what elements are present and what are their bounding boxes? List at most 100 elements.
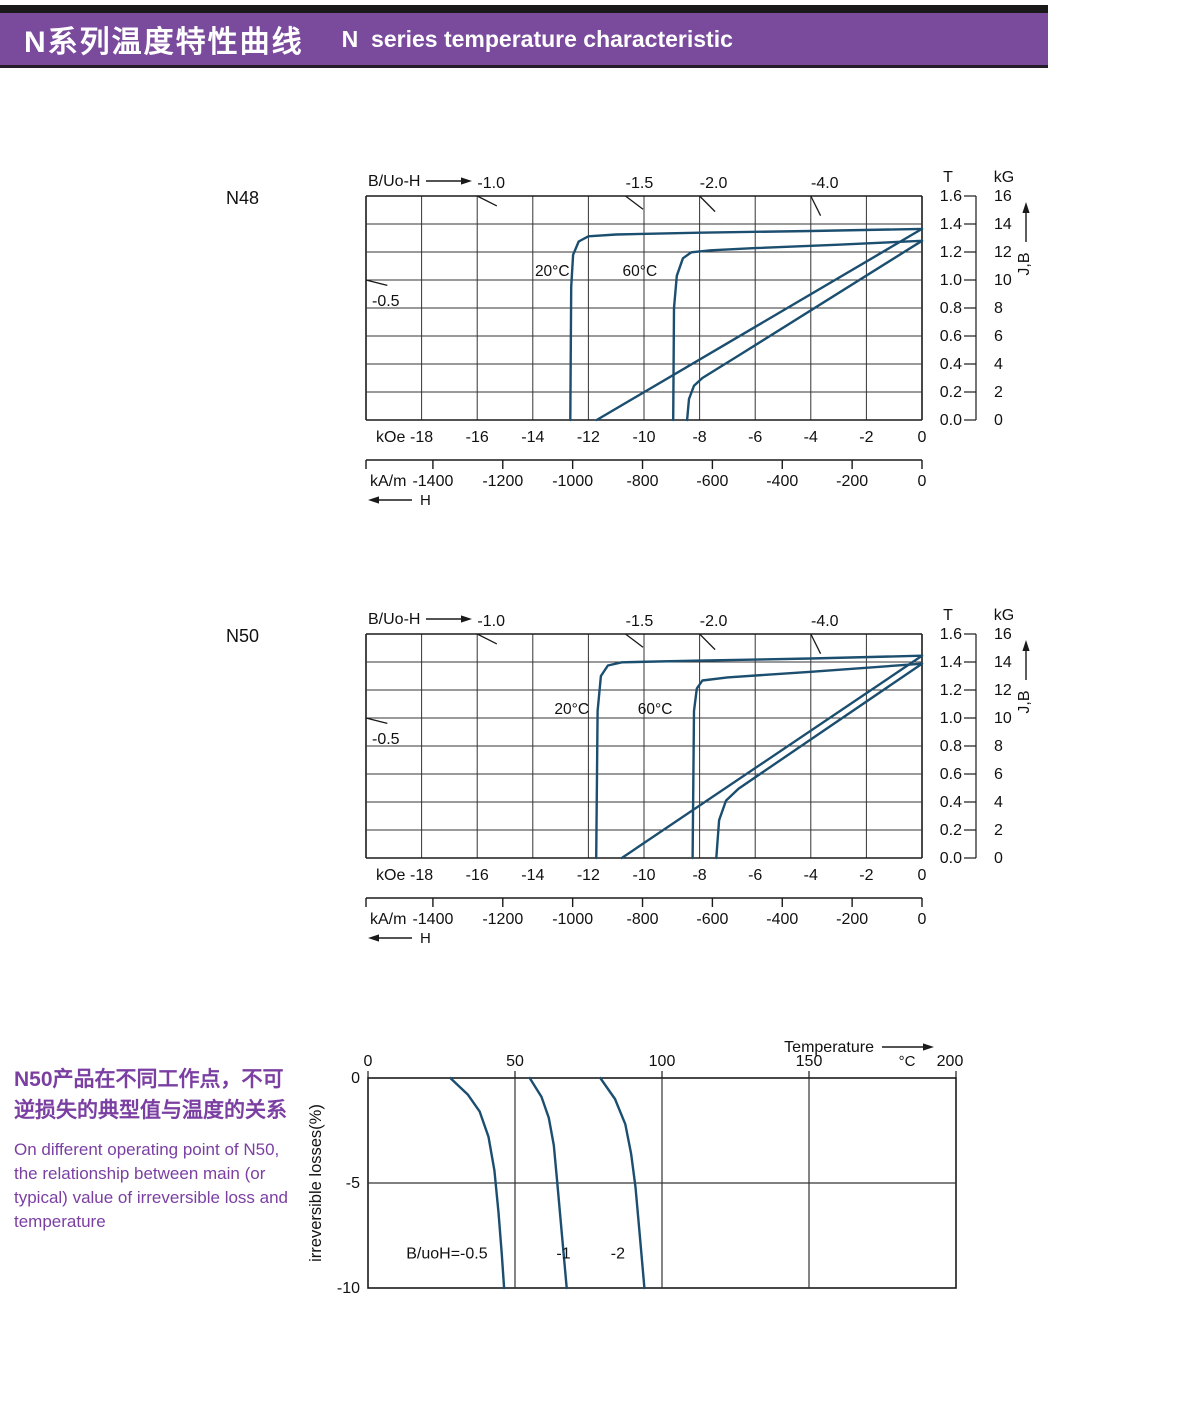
kg-tick-label: 2: [994, 384, 1003, 401]
load-line-label: -4.0: [811, 175, 839, 192]
loss-curve-label: -2: [611, 1246, 625, 1263]
loss-curve-label: -1: [556, 1246, 570, 1263]
t-unit-label: T: [943, 607, 953, 624]
koe-tick-label: -10: [632, 429, 655, 446]
kg-tick-label: 2: [994, 822, 1003, 839]
koe-tick-label: -16: [466, 867, 489, 884]
kam-tick-label: -800: [627, 473, 659, 490]
load-line-label: -1.5: [626, 613, 654, 630]
arrow-head: [1022, 202, 1030, 213]
kg-tick-label: 16: [994, 188, 1012, 205]
koe-tick-label: -12: [577, 867, 600, 884]
loss-tick-label: 0: [351, 1070, 360, 1087]
chart-title-n50: N50: [226, 626, 260, 646]
kam-tick-label: 0: [918, 911, 927, 928]
load-line-tick: [625, 633, 644, 648]
koe-tick-label: -2: [859, 429, 873, 446]
koe-tick-label: -6: [748, 867, 762, 884]
loss-curve--1: [528, 1076, 568, 1290]
loss-curve-label: B/uoH=-0.5: [406, 1246, 487, 1263]
page-title-english: N series temperature characteristic: [341, 25, 733, 52]
t-tick-label: 0.6: [940, 328, 962, 345]
kg-tick-label: 14: [994, 216, 1012, 233]
kam-tick-label: -1400: [412, 911, 453, 928]
t-tick-label: 0.0: [940, 412, 962, 429]
h-label: H: [420, 492, 431, 509]
load-line-tick: [810, 633, 822, 654]
kg-tick-label: 4: [994, 356, 1003, 373]
load-line-label: -0.5: [372, 731, 400, 748]
temperature-tick-label: 150: [796, 1053, 823, 1070]
load-line-tick: [625, 195, 644, 210]
t-tick-label: 0.8: [940, 300, 962, 317]
koe-tick-label: -16: [466, 429, 489, 446]
chart-title-n48: N48: [226, 188, 260, 208]
kam-tick-label: -800: [627, 911, 659, 928]
t-unit-label: T: [943, 169, 953, 186]
note-english-line4: temperature: [14, 1212, 106, 1231]
t-tick-label: 1.6: [940, 188, 962, 205]
note-chinese-line2: 逆损失的典型值与温度的关系: [14, 1099, 287, 1122]
b-uo-h-label: B/Uo-H: [368, 173, 420, 190]
loss-curve-b-uoh--0.5: [449, 1076, 506, 1290]
curve-b-20-c: [595, 227, 924, 422]
curve-j-60-c: [691, 662, 924, 860]
koe-tick-label: -4: [804, 429, 818, 446]
h-label: H: [420, 930, 431, 947]
load-line-label: -0.5: [372, 293, 400, 310]
page-title-chinese: N系列温度特性曲线: [24, 26, 304, 59]
t-tick-label: 0.4: [940, 356, 962, 373]
load-line-tick: [810, 195, 822, 216]
temperature-axis-label: Temperature: [784, 1039, 874, 1056]
b-uo-h-label: B/Uo-H: [368, 611, 420, 628]
temperature-annotation: 20°C: [535, 263, 570, 280]
arrow-head: [923, 1043, 934, 1051]
note-english-line3: typical) value of irreversible loss and: [14, 1188, 289, 1207]
n50-loss-note: N50产品在不同工作点，不可 逆损失的典型值与温度的关系 On differen…: [14, 1064, 324, 1234]
koe-tick-label: -14: [521, 429, 544, 446]
t-tick-label: 0.2: [940, 384, 962, 401]
kg-tick-label: 10: [994, 710, 1012, 727]
koe-tick-label: -8: [692, 429, 706, 446]
kg-tick-label: 12: [994, 244, 1012, 261]
kam-tick-label: -400: [766, 911, 798, 928]
curve-j-60-c: [672, 239, 924, 422]
kg-tick-label: 16: [994, 626, 1012, 643]
koe-tick-label: -2: [859, 867, 873, 884]
top-black-bar: [0, 5, 1048, 13]
kg-tick-label: 0: [994, 850, 1003, 867]
kam-tick-label: -600: [696, 473, 728, 490]
curve-j-20-c: [595, 654, 924, 860]
kg-tick-label: 12: [994, 682, 1012, 699]
load-line-tick: [476, 633, 498, 645]
kg-tick-label: 14: [994, 654, 1012, 671]
kg-tick-label: 8: [994, 300, 1003, 317]
n48-demagnetization-chart: -0.5 -1.0 -1.5 -2.0 -4.0 20°C 60°C B/Uo-H kOe -18…: [365, 169, 1033, 509]
kg-tick-label: 10: [994, 272, 1012, 289]
arrow-head: [461, 177, 472, 185]
t-tick-label: 1.0: [940, 272, 962, 289]
koe-tick-label: -12: [577, 429, 600, 446]
kam-tick-label: -600: [696, 911, 728, 928]
loss-tick-label: -10: [337, 1280, 360, 1297]
load-line-label: -1.5: [626, 175, 654, 192]
kg-tick-label: 0: [994, 412, 1003, 429]
t-tick-label: 1.2: [940, 682, 962, 699]
kam-tick-label: 0: [918, 473, 927, 490]
load-line-label: -2.0: [700, 613, 728, 630]
curve-b-60-c: [715, 662, 924, 860]
kam-tick-label: -1400: [412, 473, 453, 490]
kam-tick-label: -1200: [482, 473, 523, 490]
load-line-label: -4.0: [811, 613, 839, 630]
temperature-annotation: 60°C: [638, 701, 673, 718]
kam-tick-label: -1000: [552, 911, 593, 928]
arrow-head: [1022, 640, 1030, 651]
kg-tick-label: 6: [994, 328, 1003, 345]
kam-tick-label: -1000: [552, 473, 593, 490]
load-line-tick: [476, 195, 498, 207]
koe-tick-label: 0: [918, 429, 927, 446]
load-line-label: -1.0: [477, 613, 505, 630]
t-tick-label: 0.0: [940, 850, 962, 867]
kg-unit-label: kG: [994, 169, 1014, 186]
